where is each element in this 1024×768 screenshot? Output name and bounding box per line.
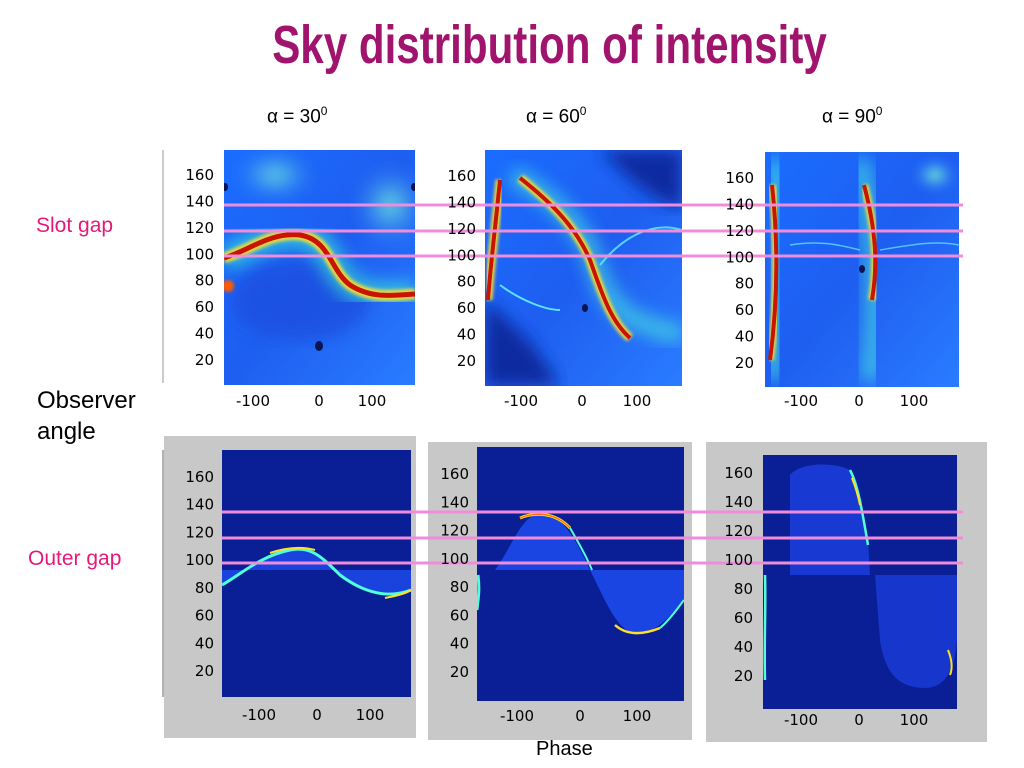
alpha-label-60: α = 600 xyxy=(526,104,586,128)
y-tick-label: 140 xyxy=(185,496,214,514)
x-tick-label: -100 xyxy=(242,706,276,724)
y-tick-label: 40 xyxy=(457,326,476,344)
phase-axis-label: Phase xyxy=(536,738,593,760)
slide-title-text: Sky distribution of intensity xyxy=(272,15,828,75)
slot-gap-highlight-lines xyxy=(224,203,963,258)
y-tick-label: 140 xyxy=(440,493,469,511)
alpha-symbol: α xyxy=(267,106,278,128)
observer-angle-label: Observer angle xyxy=(37,385,136,447)
y-tick-label: 140 xyxy=(185,192,214,210)
x-tick-label: 100 xyxy=(356,706,385,724)
y-tick-label: 100 xyxy=(725,248,754,266)
heatmap-outer-gap-90 xyxy=(763,455,957,709)
y-tick-label: 60 xyxy=(735,301,754,319)
y-tick-label: 120 xyxy=(185,219,214,237)
y-tick-label: 160 xyxy=(447,167,476,185)
y-tick-label: 60 xyxy=(457,299,476,317)
y-tick-label: 80 xyxy=(735,275,754,293)
alpha-symbol: α xyxy=(526,106,537,128)
y-tick-label: 80 xyxy=(195,579,214,597)
y-tick-label: 40 xyxy=(195,325,214,343)
slide-title: Sky distribution of intensity xyxy=(0,14,1024,76)
y-tick-label: 80 xyxy=(195,272,214,290)
y-tick-label: 20 xyxy=(734,667,753,685)
y-tick-label: 160 xyxy=(185,468,214,486)
y-tick-label: 100 xyxy=(440,550,469,568)
alpha-value: = 90 xyxy=(832,106,876,128)
slot-gap-label: Slot gap xyxy=(36,214,114,237)
y-tick-label: 160 xyxy=(440,465,469,483)
x-tick-label: -100 xyxy=(784,711,818,729)
alpha-value: = 30 xyxy=(277,106,321,128)
y-tick-label: 20 xyxy=(735,354,754,372)
outer-gap-label: Outer gap xyxy=(28,547,122,570)
x-tick-label: 100 xyxy=(623,392,652,410)
alpha-symbol: α xyxy=(822,106,833,128)
y-tick-label: 160 xyxy=(725,169,754,187)
heatmap-slot-gap-90 xyxy=(765,152,959,387)
x-tick-label: 0 xyxy=(575,707,585,725)
y-tick-label: 100 xyxy=(724,551,753,569)
y-tick-label: 40 xyxy=(450,635,469,653)
alpha-degree: 0 xyxy=(579,104,587,118)
x-tick-label: 0 xyxy=(312,706,322,724)
tick-labels: 20 40 60 80 100 120 140 160 -100 0 100 20 40 60 80 100 1… xyxy=(185,166,928,729)
x-tick-label: 100 xyxy=(900,711,929,729)
y-tick-label: 100 xyxy=(447,246,476,264)
y-tick-label: 60 xyxy=(450,606,469,624)
y-tick-label: 80 xyxy=(734,580,753,598)
x-tick-label: 100 xyxy=(623,707,652,725)
y-tick-label: 160 xyxy=(724,464,753,482)
y-tick-label: 120 xyxy=(725,222,754,240)
y-tick-label: 80 xyxy=(457,273,476,291)
alpha-label-30: α = 300 xyxy=(267,104,327,128)
x-tick-label: -100 xyxy=(784,392,818,410)
y-tick-label: 20 xyxy=(457,352,476,370)
y-tick-label: 120 xyxy=(185,523,214,541)
x-tick-label: 0 xyxy=(854,711,864,729)
y-tick-label: 100 xyxy=(185,551,214,569)
x-tick-label: -100 xyxy=(500,707,534,725)
y-tick-label: 80 xyxy=(450,578,469,596)
x-tick-label: 0 xyxy=(854,392,864,410)
alpha-degree: 0 xyxy=(320,104,328,118)
x-tick-label: -100 xyxy=(236,392,270,410)
y-tick-label: 120 xyxy=(724,522,753,540)
y-tick-label: 140 xyxy=(724,493,753,511)
heatmap-outer-gap-30 xyxy=(222,450,411,697)
alpha-label-90: α = 900 xyxy=(822,104,882,128)
y-tick-label: 20 xyxy=(195,351,214,369)
x-tick-label: 0 xyxy=(577,392,587,410)
y-tick-label: 40 xyxy=(734,638,753,656)
x-tick-label: 0 xyxy=(314,392,324,410)
x-tick-label: 100 xyxy=(358,392,387,410)
y-tick-label: 120 xyxy=(440,522,469,540)
y-tick-label: 140 xyxy=(447,193,476,211)
y-tick-label: 100 xyxy=(185,245,214,263)
y-tick-label: 20 xyxy=(195,662,214,680)
y-tick-label: 60 xyxy=(195,607,214,625)
x-tick-label: 100 xyxy=(900,392,929,410)
x-tick-label: -100 xyxy=(504,392,538,410)
observer-angle-line1: Observer xyxy=(37,387,136,414)
y-tick-label: 20 xyxy=(450,663,469,681)
y-tick-label: 160 xyxy=(185,166,214,184)
heatmap-slot-gap-60 xyxy=(485,150,682,386)
heatmap-slot-gap-30 xyxy=(162,150,415,385)
y-tick-label: 40 xyxy=(195,634,214,652)
y-tick-label: 60 xyxy=(195,298,214,316)
y-tick-label: 60 xyxy=(734,609,753,627)
y-tick-label: 140 xyxy=(725,195,754,213)
alpha-value: = 60 xyxy=(536,106,580,128)
observer-angle-line2: angle xyxy=(37,418,96,445)
y-tick-label: 120 xyxy=(447,220,476,238)
heatmap-outer-gap-60 xyxy=(477,447,684,701)
alpha-degree: 0 xyxy=(875,104,883,118)
y-tick-label: 40 xyxy=(735,328,754,346)
outer-gap-highlight-lines xyxy=(222,510,963,565)
